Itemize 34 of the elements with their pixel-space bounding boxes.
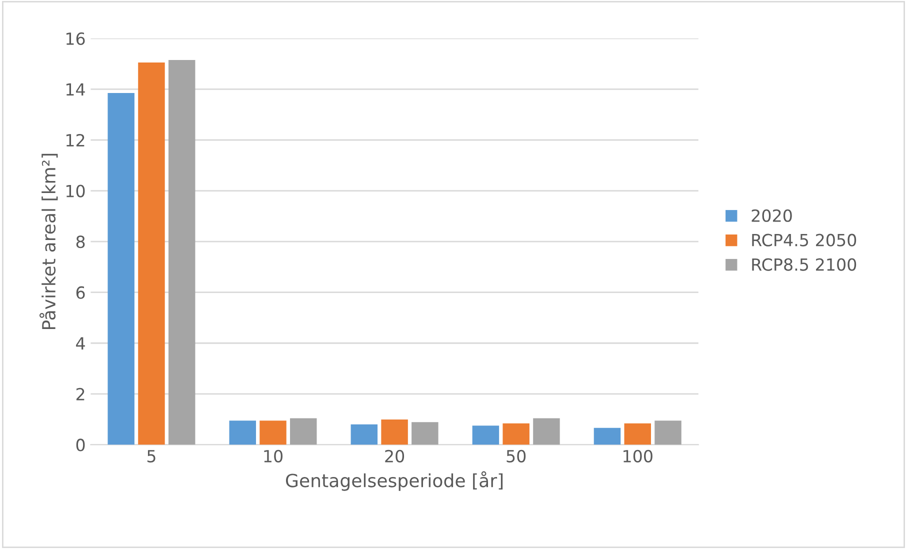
bar — [654, 420, 682, 445]
y-tick-label: 2 — [76, 388, 84, 400]
x-tick-label: 50 — [506, 450, 526, 462]
y-tick-label: 4 — [76, 337, 85, 350]
legend-label: 2020 — [752, 209, 792, 222]
bar — [290, 418, 317, 445]
y-tick-label: 14 — [66, 83, 85, 96]
bar — [350, 424, 378, 445]
bar — [138, 62, 165, 445]
bar — [533, 418, 560, 445]
y-tick-label: 10 — [66, 184, 85, 198]
x-tick-label: 10 — [264, 450, 283, 462]
x-tick-label: 5 — [147, 450, 156, 462]
y-tick-label: 6 — [76, 286, 85, 299]
bar — [168, 60, 196, 445]
legend-label: RCP8.5 2100 — [752, 258, 856, 271]
x-tick-label: 100 — [624, 450, 652, 462]
bar — [472, 426, 500, 445]
y-tick-label: 16 — [66, 32, 85, 45]
y-tick-label: 0 — [76, 438, 85, 452]
y-tick-label: 12 — [66, 134, 84, 146]
x-axis-title: Gentagelsesperiode [år] — [286, 471, 503, 491]
bar — [260, 420, 286, 445]
y-axis-title: Påvirket areal [km²] — [39, 154, 58, 329]
bar — [594, 428, 621, 445]
y-tick-label: 8 — [76, 236, 85, 248]
bar — [381, 420, 408, 445]
bar — [108, 93, 134, 445]
bar — [229, 420, 256, 445]
legend-label: RCP4.5 2050 — [752, 234, 856, 246]
bar — [624, 423, 651, 445]
bar — [502, 423, 530, 445]
bar — [412, 422, 438, 445]
x-tick-label: 20 — [385, 450, 404, 462]
